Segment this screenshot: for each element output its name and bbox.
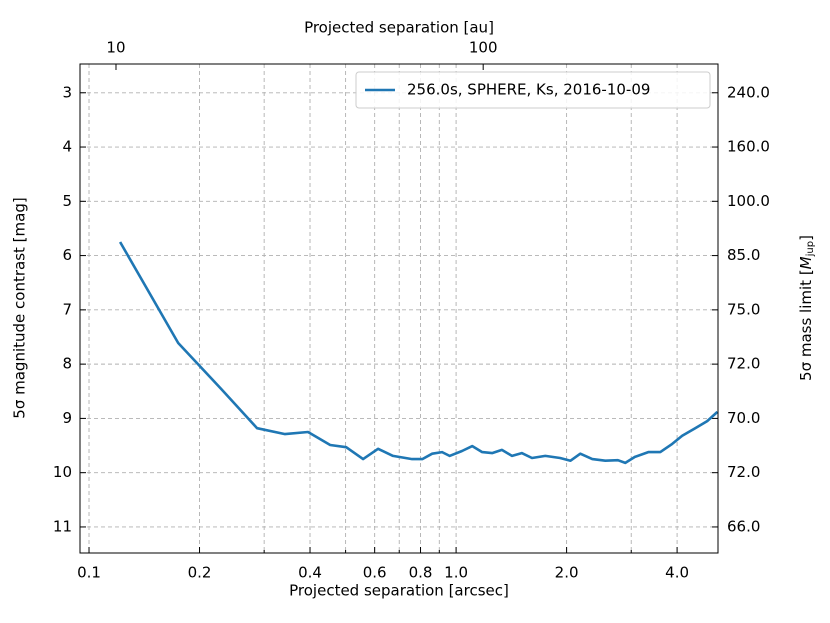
legend: 256.0s, SPHERE, Ks, 2016-10-09	[355, 71, 711, 109]
y-tick-label: 11	[53, 517, 72, 535]
x2-axis-label: Projected separation [au]	[304, 19, 494, 37]
y-axis-label: 5σ magnitude contrast [mag]	[11, 197, 29, 418]
y2-label-suffix: ]	[797, 235, 815, 241]
y-tick-label: 9	[62, 409, 72, 427]
y2-tick-label: 70.0	[727, 409, 760, 427]
y2-label-sub: jup	[805, 241, 816, 257]
x-tick-label: 0.4	[298, 564, 322, 582]
x-tick-label: 1.0	[444, 564, 468, 582]
y-tick-label: 8	[62, 355, 72, 373]
y2-tick-label: 75.0	[727, 300, 760, 318]
y-tick-label: 4	[62, 138, 72, 156]
y-tick-label: 5	[62, 192, 72, 210]
y2-label-var: M	[797, 256, 815, 269]
x-tick-label: 0.1	[77, 564, 101, 582]
legend-label: 256.0s, SPHERE, Ks, 2016-10-09	[407, 81, 650, 99]
data-line	[118, 241, 719, 465]
x-tick-label: 0.6	[363, 564, 387, 582]
x-axis-label: Projected separation [arcsec]	[289, 582, 509, 600]
x2-tick-label: 10	[106, 39, 125, 57]
y-tick-label: 10	[53, 463, 72, 481]
y2-label-prefix: 5σ mass limit [	[797, 269, 815, 381]
x-tick-label: 2.0	[555, 564, 579, 582]
legend-box	[355, 71, 711, 109]
y-tick-label: 6	[62, 246, 72, 264]
x2-tick-label: 100	[469, 39, 498, 57]
y2-tick-label: 85.0	[727, 246, 760, 264]
y2-axis-label: 5σ mass limit [Mjup]	[797, 235, 817, 381]
plot-frame	[79, 63, 719, 554]
y2-tick-label: 72.0	[727, 355, 760, 373]
y2-tick-label: 100.0	[727, 192, 770, 210]
y-tick-label: 3	[62, 83, 72, 101]
y2-tick-label: 160.0	[727, 138, 770, 156]
x-tick-label: 0.2	[188, 564, 212, 582]
y-tick-label: 7	[62, 300, 72, 318]
y2-tick-label: 72.0	[727, 463, 760, 481]
x-tick-label: 4.0	[665, 564, 689, 582]
y2-tick-label: 66.0	[727, 517, 760, 535]
y2-tick-label: 240.0	[727, 83, 770, 101]
x-tick-label: 0.8	[409, 564, 433, 582]
